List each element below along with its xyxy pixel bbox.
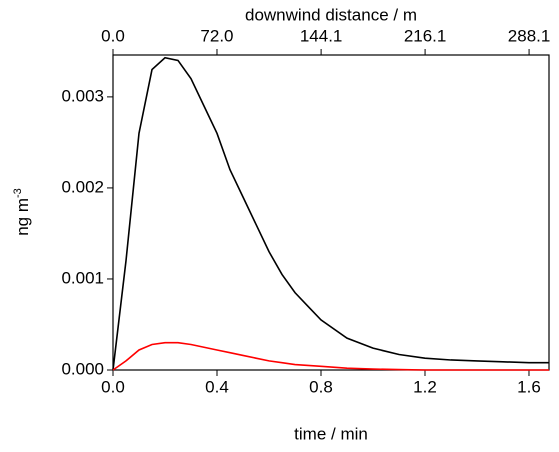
y-axis-label: ng m-3 (12, 188, 33, 236)
y-tick-label: 0.003 (61, 86, 104, 105)
plot-frame (112, 54, 550, 371)
x-axis-label: time / min (294, 424, 368, 443)
x2-tick-label: 288.1 (508, 26, 551, 45)
x-tick-label: 1.6 (517, 377, 541, 396)
x-tick-label: 0.4 (205, 377, 229, 396)
y-tick-label: 0.002 (61, 177, 104, 196)
y-label-superscript: -3 (12, 188, 24, 198)
x-tick-label: 0.8 (309, 377, 333, 396)
x-tick-label: 0.0 (101, 377, 125, 396)
series-line (112, 341, 549, 371)
x2-axis-label: downwind distance / m (245, 5, 417, 24)
y-tick-label: 0.000 (61, 359, 104, 378)
series-line (112, 56, 549, 371)
y-tick-label: 0.001 (61, 268, 104, 287)
x-tick-label: 1.2 (413, 377, 437, 396)
x2-tick-label: 216.1 (404, 26, 447, 45)
x2-tick-label: 144.1 (300, 26, 343, 45)
y-label-text: ng m (13, 198, 32, 236)
x2-tick-label: 0.0 (101, 26, 125, 45)
x2-tick-label: 72.0 (200, 26, 233, 45)
